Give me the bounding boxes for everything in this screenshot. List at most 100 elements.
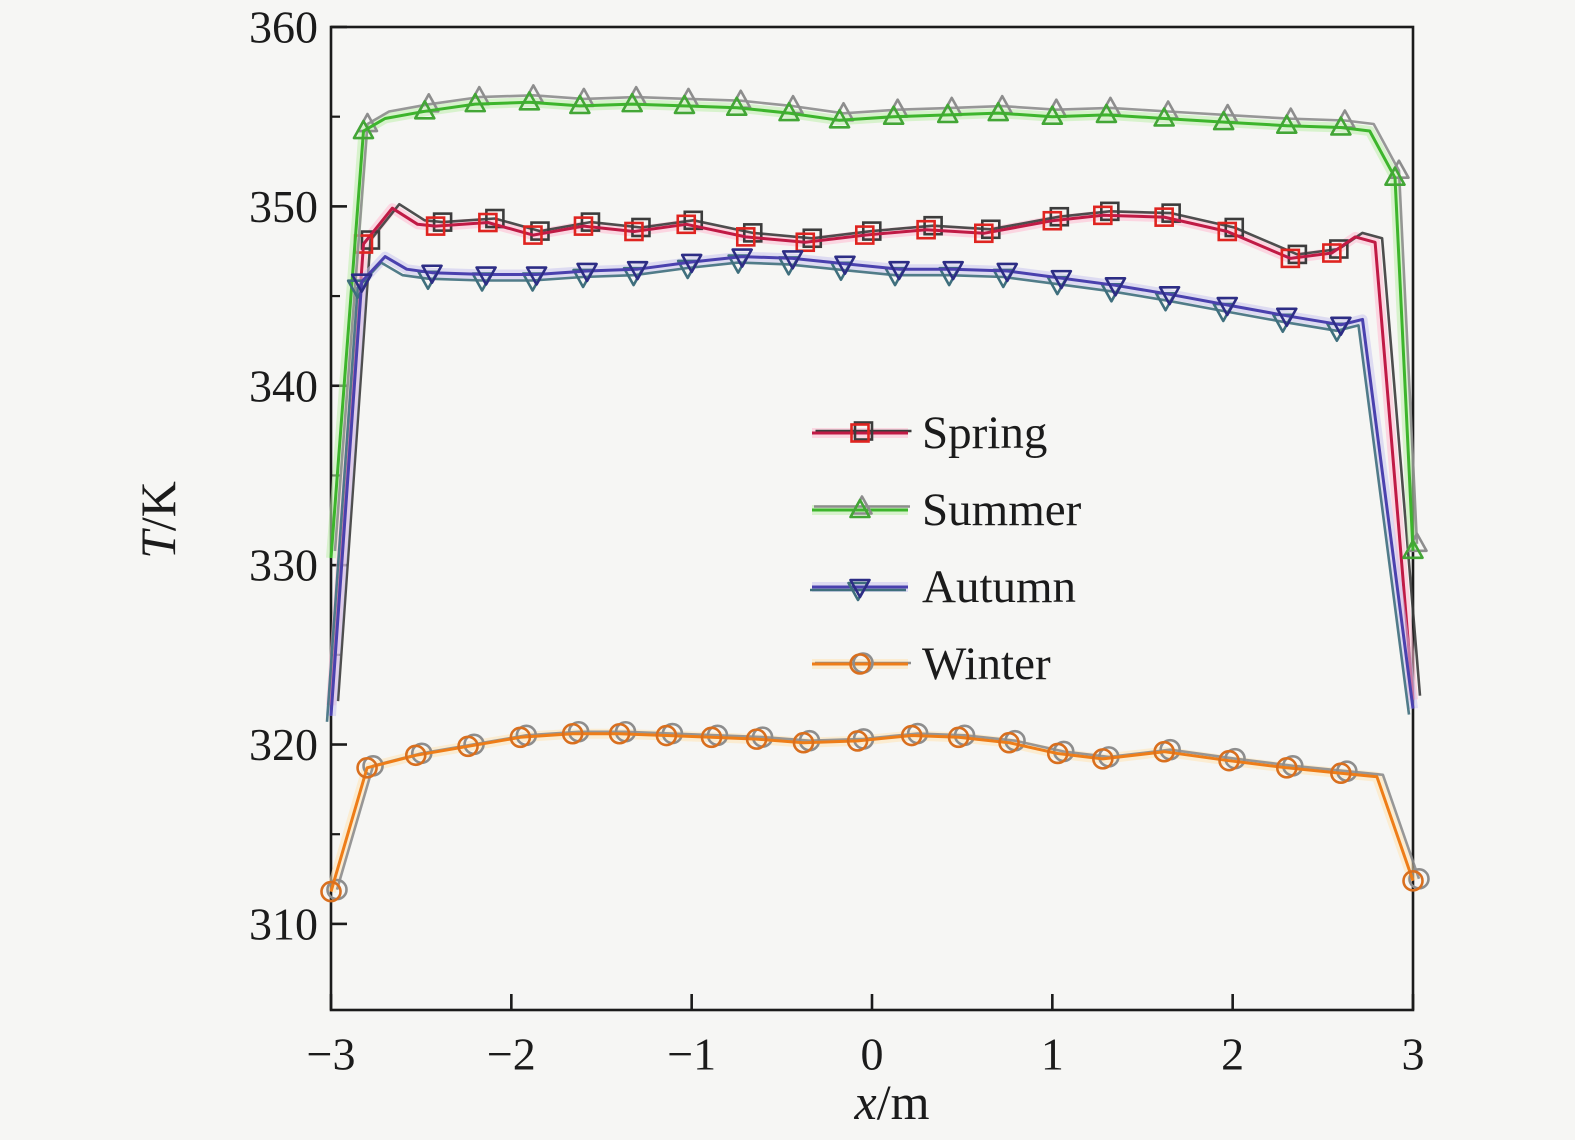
series-marker [1330,762,1352,785]
series-marker [900,724,923,747]
series-marker [792,731,815,754]
legend-label: Winter [922,638,1051,690]
series-twin-marker [802,228,823,249]
x-tick-label: 1 [1041,1029,1064,1080]
y-axis-label: T/K [130,481,186,559]
series-marker [421,264,443,285]
series-marker [795,232,816,253]
legend-item-autumn: Autumn [810,561,1076,613]
series-marker [1275,757,1298,779]
x-tick-label: −1 [667,1029,716,1080]
series-winter [320,720,1430,903]
series-marker [735,227,756,247]
series-halo [326,251,1418,717]
series-marker [626,260,649,281]
legend-item-spring: Spring [812,407,1047,459]
series-marker [854,225,875,245]
series-marker [942,260,964,281]
series-marker [778,101,800,122]
series-marker [478,212,498,233]
legend-key-marker [850,423,870,443]
series-marker [947,726,970,749]
series-marker [1104,277,1127,297]
series-marker [1218,749,1240,772]
series-marker [731,248,753,268]
legend-key-marker [849,578,871,599]
legend: Spring Summer Autumn Winter [810,407,1082,690]
series-marker [680,253,703,274]
x-axis: −3 −2 −1 0 1 2 3 [307,994,1425,1080]
series-marker [1153,740,1175,763]
series-twin-marker [485,208,505,229]
series-marker [569,94,591,115]
legend-label: Summer [922,484,1082,536]
series-twin-marker [1161,203,1181,223]
y-axis: 310 320 330 340 350 360 [249,2,347,949]
series-marker [673,94,696,115]
series-marker [676,214,697,235]
series-marker [828,108,851,129]
series-twin-marker [631,217,651,238]
series-marker [834,255,856,276]
series-marker [882,105,905,125]
series-marker [1042,210,1063,231]
series-marker [413,100,436,120]
series-marker [1217,221,1238,242]
legend-item-winter: Winter [812,638,1051,690]
series-marker [1212,110,1235,131]
series-marker [1041,105,1064,125]
series-marker [356,757,378,779]
series-marker [1158,285,1181,306]
legend-key-twin-marker [853,421,874,441]
series-marker [1402,539,1424,560]
legend-key-marker [849,653,871,675]
series-twin-marker [1329,239,1349,259]
series-marker [1092,748,1114,770]
series-marker [1322,243,1342,263]
x-tick-label: −3 [307,1029,356,1080]
series-marker [781,250,804,270]
series-marker [655,724,678,747]
series-twin-marker [861,221,882,241]
series-marker [846,730,869,752]
series-marker [998,731,1020,754]
series-twin-marker [432,212,453,232]
x-tick-label: 0 [861,1029,884,1080]
series-twin-line [335,730,1421,890]
series-marker [350,273,373,294]
series-marker [624,221,644,242]
series-twin-line [333,94,1419,552]
series-line [329,206,1415,706]
series-marker [1095,103,1118,124]
series-twin-marker [683,210,704,231]
series-twin-marker [742,223,763,243]
series-marker [725,96,748,117]
series-marker [509,726,532,749]
series-halo [326,97,1418,559]
series-marker [464,92,487,113]
series-twin-marker [1049,206,1070,227]
series-twin-marker [360,230,381,250]
y-tick-label: 360 [249,2,318,53]
plot-frame [329,25,1415,1012]
series-marker [1275,307,1298,328]
series-marker [1050,269,1073,290]
y-tick-label: 320 [249,719,318,770]
series-twin-marker [1287,244,1308,265]
series-autumn [325,248,1418,722]
series-marker [320,880,342,903]
series-marker [745,728,768,750]
x-tick-label: 3 [1402,1029,1425,1080]
series-spring [326,201,1422,706]
series-marker [352,119,375,140]
series-line [329,732,1415,893]
series-marker [404,744,427,767]
series-line [329,100,1415,559]
series-twin-marker [580,212,601,232]
series-marker [561,722,584,745]
series-summer [326,84,1428,560]
series-marker [1330,316,1352,337]
series-twin-line [336,202,1422,702]
